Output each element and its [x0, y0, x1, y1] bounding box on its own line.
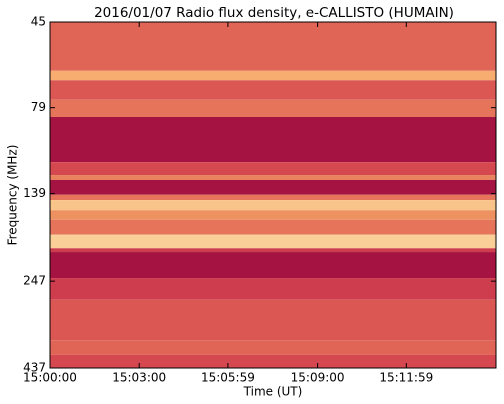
spectrogram-band	[50, 299, 496, 341]
spectrogram-band	[50, 354, 496, 368]
spectrogram-band	[50, 22, 496, 71]
chart-title: 2016/01/07 Radio flux density, e-CALLIST…	[94, 5, 454, 21]
spectrogram-band	[50, 340, 496, 355]
x-tick-label: 15:11:59	[379, 371, 433, 385]
spectrogram-band	[50, 179, 496, 195]
spectrogram-band	[50, 234, 496, 249]
y-tick-label: 139	[23, 186, 46, 200]
spectrogram-band	[50, 248, 496, 253]
x-tick-label: 15:00:00	[23, 371, 77, 385]
spectrogram-band	[50, 175, 496, 180]
x-tick-label: 15:09:00	[291, 371, 345, 385]
y-axis-label: Frequency (MHz)	[6, 145, 20, 246]
x-axis-label: Time (UT)	[243, 385, 303, 399]
spectrogram-band	[50, 200, 496, 211]
y-tick-label: 247	[23, 274, 46, 288]
spectrogram-band	[50, 278, 496, 300]
x-tick-label: 15:03:00	[112, 371, 166, 385]
spectrogram-band	[50, 162, 496, 176]
spectrogram-band	[50, 80, 496, 100]
plot-frame	[49, 21, 497, 369]
spectrogram-band	[50, 70, 496, 81]
y-tick-label: 79	[31, 100, 46, 114]
x-tick-label: 15:05:59	[201, 371, 255, 385]
spectrogram-band	[50, 116, 496, 163]
spectrogram-band	[50, 210, 496, 220]
spectrogram-band	[50, 99, 496, 117]
spectrogram-band	[50, 194, 496, 201]
spectrogram-band	[50, 219, 496, 235]
spectrogram-band	[50, 252, 496, 279]
y-tick-label: 437	[23, 361, 46, 375]
y-tick-label: 45	[31, 15, 46, 29]
